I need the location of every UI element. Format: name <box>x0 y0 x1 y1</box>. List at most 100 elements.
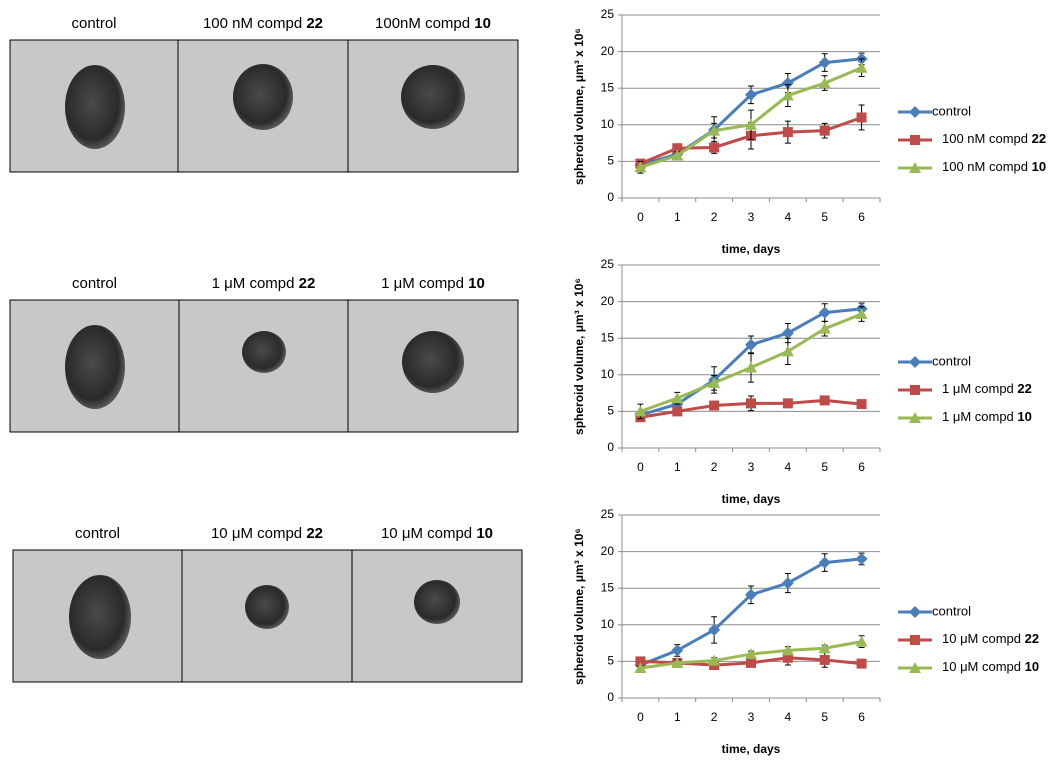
marker <box>634 405 647 417</box>
y-tick-label: 10 <box>601 367 615 381</box>
y-tick-label: 0 <box>607 690 614 704</box>
marker <box>672 143 683 154</box>
spheroid <box>69 575 131 659</box>
spheroid <box>65 325 125 409</box>
marker <box>782 398 793 409</box>
x-tick-label: 5 <box>821 710 828 724</box>
y-axis-title: spheroid volume, μm³ x 10⁶ <box>572 528 586 685</box>
marker <box>781 345 794 357</box>
x-tick-label: 2 <box>711 710 718 724</box>
y-tick-label: 15 <box>601 80 615 94</box>
legend-marker <box>909 162 921 173</box>
marker <box>856 112 867 123</box>
x-tick-label: 6 <box>858 460 865 474</box>
spheroid <box>402 331 464 393</box>
marker <box>781 89 794 101</box>
y-tick-label: 15 <box>601 580 615 594</box>
legend-label: 1 μM compd 22 <box>942 381 1032 396</box>
x-axis-title: time, days <box>722 492 781 506</box>
marker <box>671 644 684 657</box>
legend-label: control <box>932 603 971 618</box>
x-tick-label: 0 <box>637 210 644 224</box>
y-tick-label: 25 <box>601 7 615 21</box>
marker <box>781 327 794 340</box>
marker <box>634 661 647 673</box>
marker <box>781 644 794 656</box>
y-tick-label: 5 <box>607 654 614 668</box>
x-axis-title: time, days <box>722 742 781 756</box>
x-tick-label: 1 <box>674 710 681 724</box>
marker <box>818 306 831 319</box>
y-tick-label: 0 <box>607 190 614 204</box>
marker <box>745 88 757 101</box>
y-tick-label: 25 <box>601 507 615 521</box>
legend-label: 100 nM compd 22 <box>942 131 1046 146</box>
legend-label: control <box>932 353 971 368</box>
marker <box>818 642 831 654</box>
y-tick-label: 10 <box>601 617 615 631</box>
legend-marker <box>909 662 921 673</box>
marker <box>855 308 868 320</box>
y-tick-label: 20 <box>601 294 615 308</box>
y-tick-label: 20 <box>601 544 615 558</box>
marker <box>708 654 721 666</box>
panel-label: 1 μM compd 22 <box>212 275 316 292</box>
marker <box>708 124 721 136</box>
legend-marker <box>910 135 920 145</box>
legend-marker <box>909 412 921 423</box>
marker <box>782 127 793 138</box>
x-tick-label: 3 <box>748 460 755 474</box>
panel-label: 100nM compd 10 <box>375 15 491 32</box>
panel-label: 1 μM compd 10 <box>381 275 485 292</box>
marker <box>671 392 684 404</box>
marker <box>855 61 868 73</box>
marker <box>709 142 720 153</box>
marker <box>709 400 720 411</box>
panel-label: 10 μM compd 10 <box>381 525 493 542</box>
marker <box>819 654 830 665</box>
marker <box>782 652 793 663</box>
panel-label: control <box>72 275 117 292</box>
marker <box>818 56 831 69</box>
marker <box>672 406 683 417</box>
marker <box>818 556 831 569</box>
panel-label: control <box>71 15 116 32</box>
legend-marker <box>909 356 921 368</box>
marker <box>671 149 684 161</box>
marker <box>745 118 757 130</box>
marker <box>856 658 867 669</box>
marker <box>781 577 794 590</box>
legend-label: 10 μM compd 22 <box>942 631 1039 646</box>
marker <box>781 77 794 90</box>
panel-label: 100 nM compd 22 <box>203 15 323 32</box>
panel-label: 10 μM compd 22 <box>211 525 323 542</box>
marker <box>671 656 684 668</box>
y-tick-label: 15 <box>601 330 615 344</box>
legend-label: control <box>932 103 971 118</box>
spheroid <box>242 331 286 373</box>
spheroid <box>65 65 125 149</box>
marker <box>819 395 830 406</box>
x-tick-label: 1 <box>674 460 681 474</box>
marker <box>745 338 757 351</box>
x-tick-label: 6 <box>858 710 865 724</box>
y-tick-label: 5 <box>607 154 614 168</box>
marker <box>746 657 756 668</box>
marker <box>745 648 757 660</box>
y-axis-title: spheroid volume, μm³ x 10⁶ <box>572 278 586 435</box>
legend-label: 100 nM compd 10 <box>942 159 1046 174</box>
x-tick-label: 4 <box>785 210 792 224</box>
marker <box>818 77 831 89</box>
legend-marker <box>909 106 921 118</box>
x-tick-label: 2 <box>711 210 718 224</box>
marker <box>856 399 867 410</box>
y-tick-label: 25 <box>601 257 615 271</box>
legend-marker <box>910 385 920 395</box>
marker <box>819 125 830 136</box>
x-tick-label: 5 <box>821 210 828 224</box>
panel-label: control <box>75 525 120 542</box>
spheroid <box>245 585 289 629</box>
marker <box>855 552 868 565</box>
x-tick-label: 0 <box>637 460 644 474</box>
y-tick-label: 0 <box>607 440 614 454</box>
